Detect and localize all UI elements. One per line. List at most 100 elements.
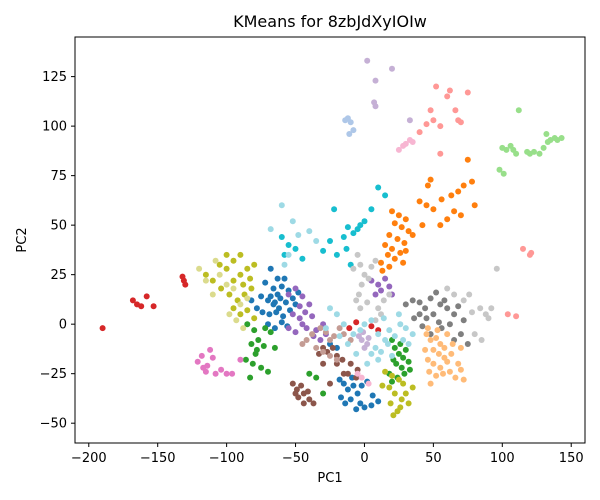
- data-point-cluster-1: [391, 220, 398, 227]
- data-point-cluster-19: [267, 226, 274, 233]
- x-tick-label: −100: [209, 451, 245, 466]
- points-layer: [99, 57, 565, 419]
- data-point-cluster-11: [457, 344, 464, 351]
- y-tick-label: −25: [40, 367, 67, 382]
- data-point-cluster-3: [143, 293, 150, 300]
- data-point-cluster-2: [391, 344, 398, 351]
- data-point-cluster-7: [423, 315, 430, 322]
- data-point-cluster-11: [441, 344, 448, 351]
- data-point-cluster-19: [357, 327, 364, 334]
- data-point-cluster-8: [398, 396, 405, 403]
- data-point-cluster-1: [460, 182, 467, 189]
- data-point-cluster-13: [520, 245, 526, 252]
- data-point-cluster-19: [402, 325, 409, 332]
- data-point-cluster-0: [274, 275, 281, 282]
- data-point-cluster-13: [437, 123, 444, 130]
- data-point-cluster-19: [340, 321, 347, 328]
- data-point-cluster-0: [347, 396, 354, 403]
- data-point-cluster-4: [296, 315, 303, 322]
- data-point-cluster-0: [353, 406, 360, 413]
- data-point-cluster-5: [310, 400, 317, 407]
- data-point-cluster-8: [390, 412, 397, 419]
- data-point-cluster-8: [226, 291, 233, 298]
- data-point-cluster-16: [395, 146, 402, 153]
- data-point-cluster-19: [380, 315, 387, 322]
- data-point-cluster-19: [295, 232, 302, 238]
- data-point-cluster-6: [218, 366, 225, 373]
- data-point-cluster-3: [353, 319, 360, 326]
- data-point-cluster-1: [438, 196, 445, 203]
- data-point-cluster-0: [375, 398, 382, 405]
- data-point-cluster-2: [405, 358, 412, 365]
- data-point-cluster-16: [409, 139, 416, 145]
- data-point-cluster-17: [380, 297, 387, 304]
- data-point-cluster-0: [289, 295, 296, 302]
- data-point-cluster-19: [289, 218, 296, 225]
- data-point-cluster-18: [244, 295, 251, 302]
- y-axis-label: PC2: [15, 227, 30, 252]
- data-point-cluster-17: [361, 271, 368, 278]
- data-point-cluster-19: [336, 333, 343, 340]
- data-point-cluster-19: [344, 341, 351, 347]
- data-point-cluster-2: [265, 368, 271, 375]
- data-point-cluster-7: [433, 289, 440, 296]
- data-point-cluster-18: [230, 285, 237, 292]
- data-point-cluster-17: [477, 305, 484, 312]
- data-point-cluster-13: [504, 311, 511, 318]
- data-point-cluster-1: [402, 247, 409, 254]
- data-point-cluster-6: [194, 358, 201, 365]
- data-point-cluster-11: [449, 341, 456, 347]
- data-point-cluster-11: [422, 346, 429, 353]
- data-point-cluster-13: [446, 87, 453, 94]
- data-point-cluster-1: [397, 249, 404, 256]
- data-point-cluster-11: [460, 376, 467, 383]
- data-point-cluster-17: [365, 275, 372, 282]
- data-point-cluster-7: [416, 299, 423, 306]
- data-point-cluster-10: [346, 131, 353, 137]
- data-point-cluster-1: [430, 206, 437, 213]
- data-point-cluster-6: [198, 352, 205, 359]
- data-point-cluster-17: [372, 257, 379, 264]
- data-point-cluster-11: [435, 350, 442, 357]
- data-point-cluster-0: [280, 313, 287, 320]
- y-tick-label: 0: [59, 318, 67, 333]
- data-point-cluster-14: [372, 77, 379, 84]
- data-point-cluster-1: [389, 245, 395, 252]
- data-point-cluster-1: [401, 240, 408, 246]
- data-point-cluster-12: [536, 150, 543, 157]
- data-point-cluster-11: [446, 368, 453, 375]
- data-point-cluster-18: [196, 265, 203, 272]
- data-point-cluster-17: [451, 291, 458, 298]
- data-point-cluster-4: [386, 283, 393, 290]
- data-point-cluster-2: [248, 341, 255, 347]
- data-point-cluster-5: [304, 388, 311, 395]
- data-point-cluster-11: [444, 331, 451, 338]
- data-point-cluster-0: [270, 285, 277, 292]
- data-point-cluster-1: [384, 251, 391, 258]
- data-point-cluster-11: [427, 337, 434, 343]
- data-point-cluster-0: [333, 344, 340, 351]
- data-point-cluster-2: [306, 370, 313, 377]
- data-point-cluster-8: [230, 305, 237, 312]
- data-point-cluster-19: [409, 331, 416, 338]
- data-point-cluster-11: [426, 368, 433, 375]
- data-point-cluster-15: [317, 325, 324, 332]
- data-point-cluster-11: [452, 374, 459, 381]
- data-point-cluster-1: [400, 259, 407, 266]
- data-point-cluster-19: [389, 352, 395, 359]
- data-point-cluster-1: [386, 232, 393, 238]
- data-point-cluster-19: [364, 360, 371, 367]
- data-point-cluster-17: [478, 337, 485, 343]
- data-point-cluster-9: [340, 234, 347, 240]
- data-point-cluster-0: [344, 386, 351, 393]
- data-point-cluster-7: [444, 305, 451, 312]
- data-point-cluster-8: [409, 384, 416, 391]
- x-tick-label: −150: [140, 451, 176, 466]
- data-point-cluster-0: [274, 291, 281, 298]
- data-point-cluster-0: [270, 301, 277, 308]
- data-point-cluster-17: [488, 305, 495, 312]
- data-point-cluster-14: [355, 333, 362, 340]
- data-point-cluster-0: [358, 382, 365, 389]
- data-point-cluster-8: [230, 257, 237, 264]
